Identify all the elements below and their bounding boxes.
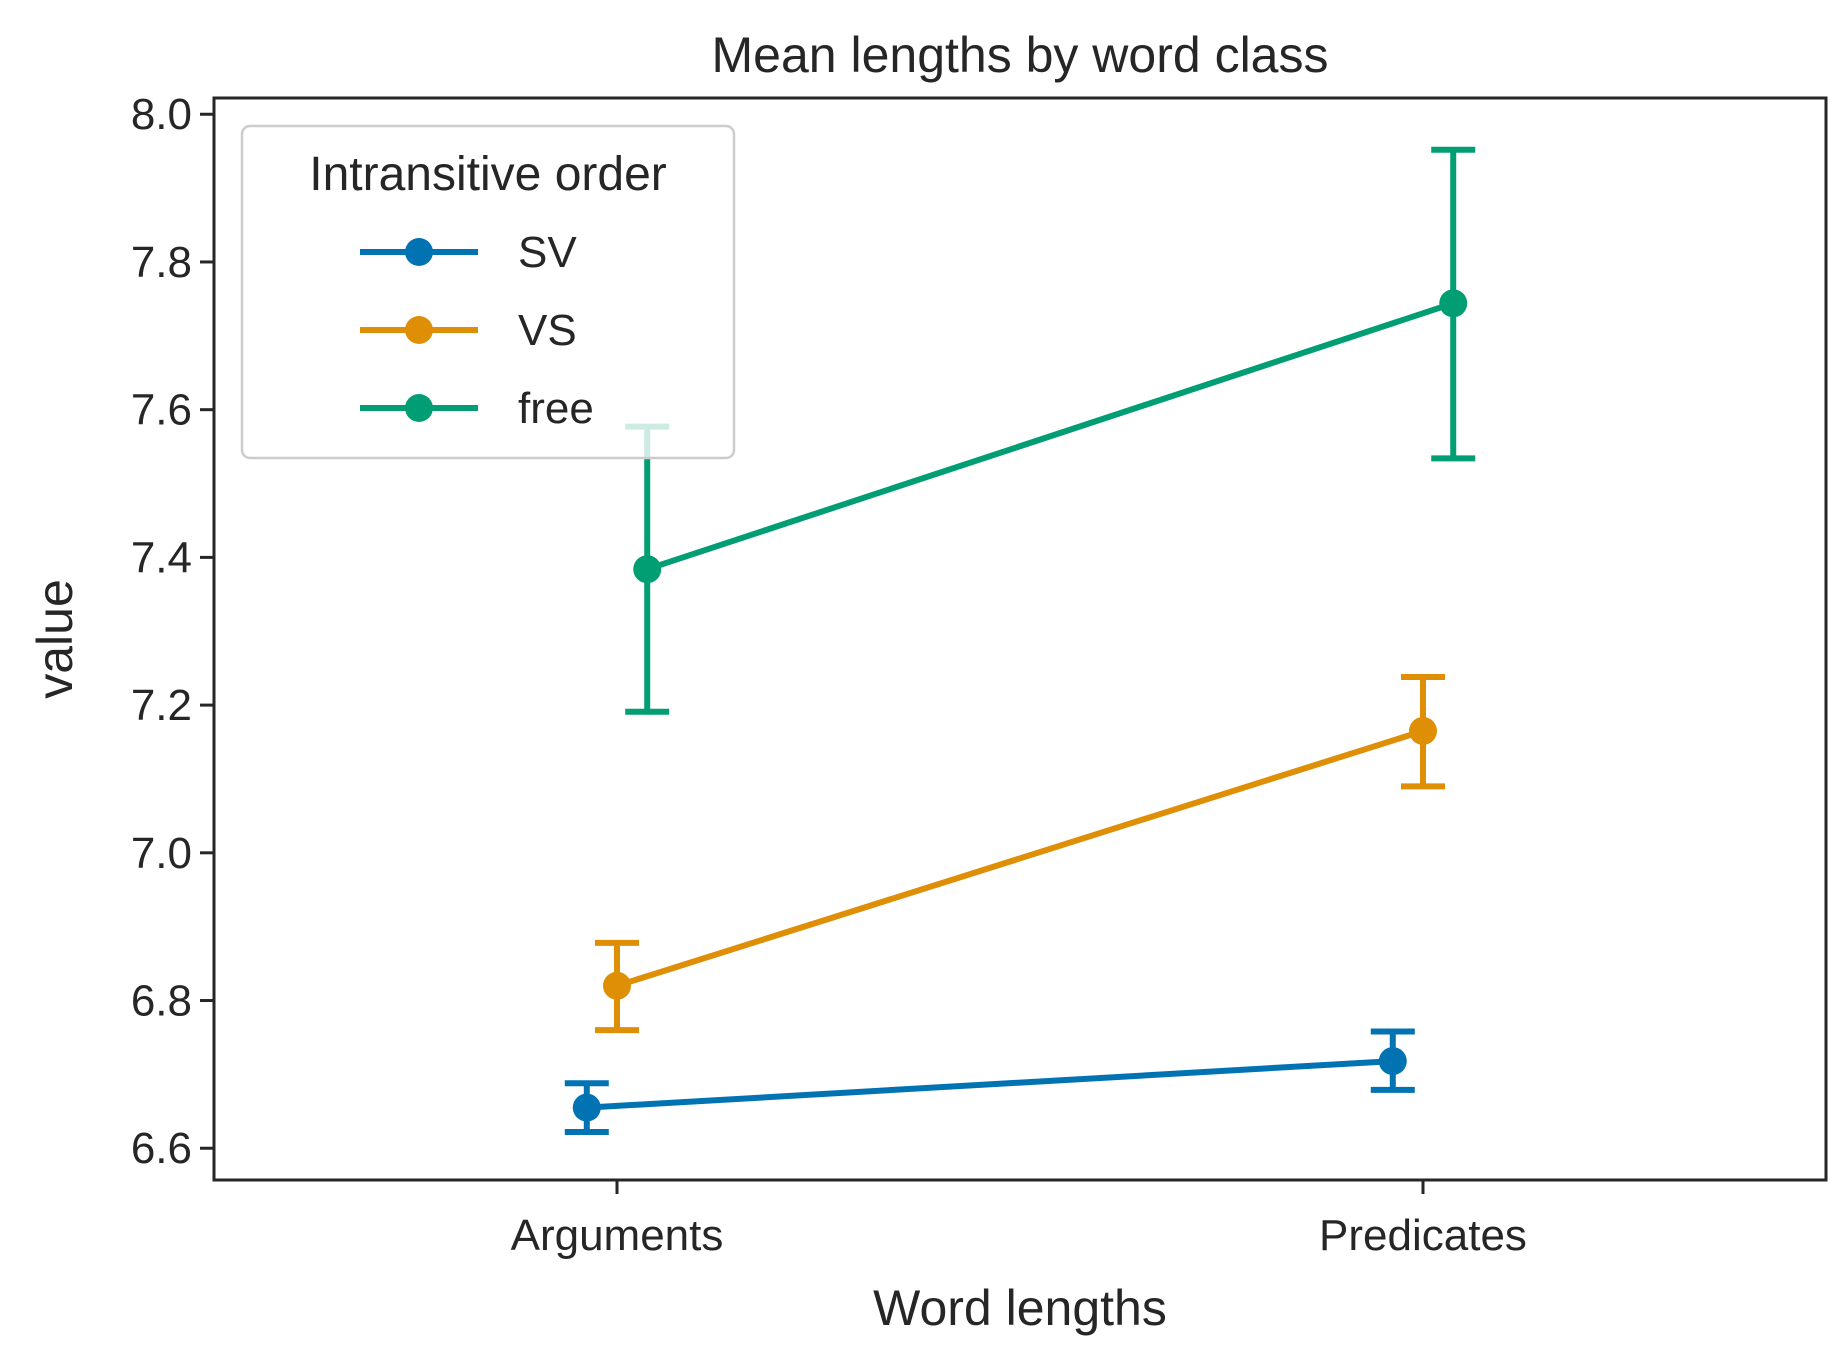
legend-item-VS: VS — [360, 306, 577, 355]
series-free — [625, 146, 1476, 715]
y-tick-label: 8.0 — [131, 90, 192, 139]
y-tick-label: 7.0 — [131, 829, 192, 878]
legend-item-free: free — [360, 384, 594, 433]
legend-label: free — [518, 384, 594, 433]
legend-label: VS — [518, 306, 577, 355]
y-tick-label: 6.6 — [131, 1124, 192, 1173]
y-tick-label: 6.8 — [131, 977, 192, 1026]
x-axis: Arguments Predicates — [511, 1180, 1527, 1260]
series-line — [616, 728, 1424, 989]
data-point — [1409, 716, 1437, 745]
legend-title: Intransitive order — [309, 148, 667, 201]
y-tick-label: 7.8 — [131, 238, 192, 287]
x-tick-label: Arguments — [511, 1211, 724, 1260]
series-line — [646, 300, 1455, 573]
data-point — [572, 1093, 601, 1122]
chart-title: Mean lengths by word class — [712, 27, 1329, 83]
y-tick-label: 7.4 — [131, 533, 192, 582]
series-VS — [595, 674, 1445, 1034]
x-axis-title: Word lengths — [873, 1280, 1167, 1336]
data-point — [1439, 289, 1468, 318]
y-tick-label: 7.2 — [131, 681, 192, 730]
series-line — [586, 1058, 1393, 1111]
legend: Intransitive order SV VS free — [240, 124, 736, 460]
data-point — [633, 555, 662, 584]
legend-marker — [405, 316, 433, 344]
data-point — [1378, 1047, 1407, 1076]
data-point — [603, 971, 631, 1000]
y-tick-label: 7.6 — [131, 386, 192, 435]
y-axis: 6.6 6.8 7.0 7.2 7.4 7.6 7.8 8.0 — [131, 90, 214, 1173]
legend-box — [240, 124, 736, 460]
y-axis-title: value — [27, 579, 83, 699]
series-SV — [564, 1028, 1415, 1135]
plot-frame — [212, 96, 1828, 1182]
x-tick-label: Predicates — [1319, 1211, 1527, 1260]
legend-item-SV: SV — [360, 228, 577, 277]
legend-marker — [405, 394, 433, 422]
legend-marker — [405, 238, 433, 266]
legend-label: SV — [518, 228, 577, 277]
